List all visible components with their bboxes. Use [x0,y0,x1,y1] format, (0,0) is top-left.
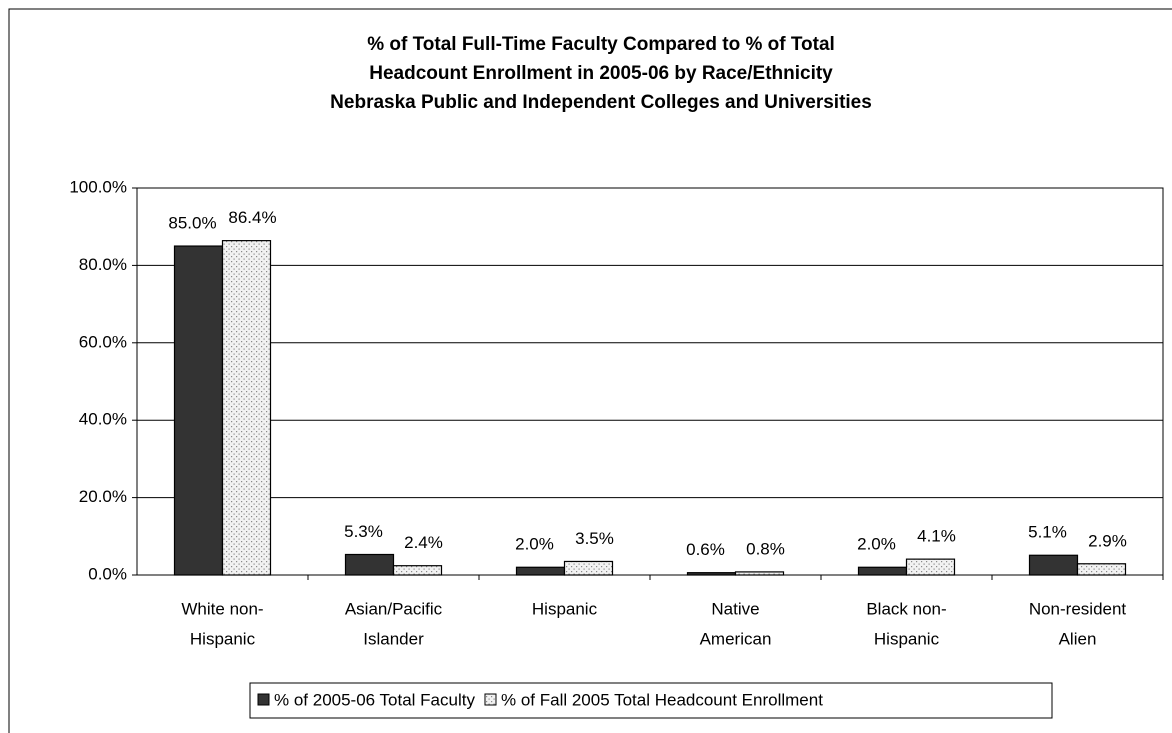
x-tick-label: Native [711,599,759,618]
y-tick-label: 80.0% [79,255,127,274]
x-tick-label: American [700,629,772,648]
data-label: 4.1% [917,527,956,546]
x-tick-label: Hispanic [874,629,940,648]
bar [1028,554,1079,576]
x-tick-label: Non-resident [1029,599,1127,618]
bar [344,553,395,576]
x-tick-label: Alien [1059,629,1097,648]
data-label: 2.0% [857,535,896,554]
x-tick-label: Asian/Pacific [345,599,443,618]
data-label: 3.5% [575,529,614,548]
chart-title: Headcount Enrollment in 2005-06 by Race/… [369,63,833,84]
data-label: 0.6% [686,540,725,559]
x-tick-label: Black non- [866,599,946,618]
bar [563,560,614,576]
bar [686,572,737,576]
legend-swatch [257,693,270,706]
y-tick-label: 40.0% [79,410,127,429]
data-label: 5.1% [1028,523,1067,542]
bar [221,240,272,576]
x-tick-label: White non- [181,599,263,618]
data-label: 2.4% [404,533,443,552]
data-label: 2.0% [515,535,554,554]
x-tick-label: Hispanic [532,599,598,618]
data-label: 86.4% [228,208,276,227]
bar [1076,563,1127,576]
data-label: 85.0% [168,214,216,233]
y-tick-label: 100.0% [69,177,127,196]
data-label: 2.9% [1088,531,1127,550]
plot-area [136,187,1164,576]
legend-swatch [484,693,497,706]
legend-label: % of 2005-06 Total Faculty [274,690,475,709]
legend-box [249,682,1053,719]
y-tick-label: 20.0% [79,487,127,506]
y-tick-label: 60.0% [79,332,127,351]
bar [392,565,443,576]
legend-label: % of Fall 2005 Total Headcount Enrollmen… [501,690,823,709]
bar [734,571,785,576]
chart-title: Nebraska Public and Independent Colleges… [330,92,872,113]
bar [905,558,956,576]
bar [857,566,908,576]
data-label: 0.8% [746,539,785,558]
x-tick-label: Hispanic [190,629,256,648]
y-tick-label: 0.0% [88,564,127,583]
x-tick-label: Islander [363,629,424,648]
bar [515,566,566,576]
bar [173,245,224,576]
chart-title: % of Total Full-Time Faculty Compared to… [367,34,835,55]
data-label: 5.3% [344,522,383,541]
